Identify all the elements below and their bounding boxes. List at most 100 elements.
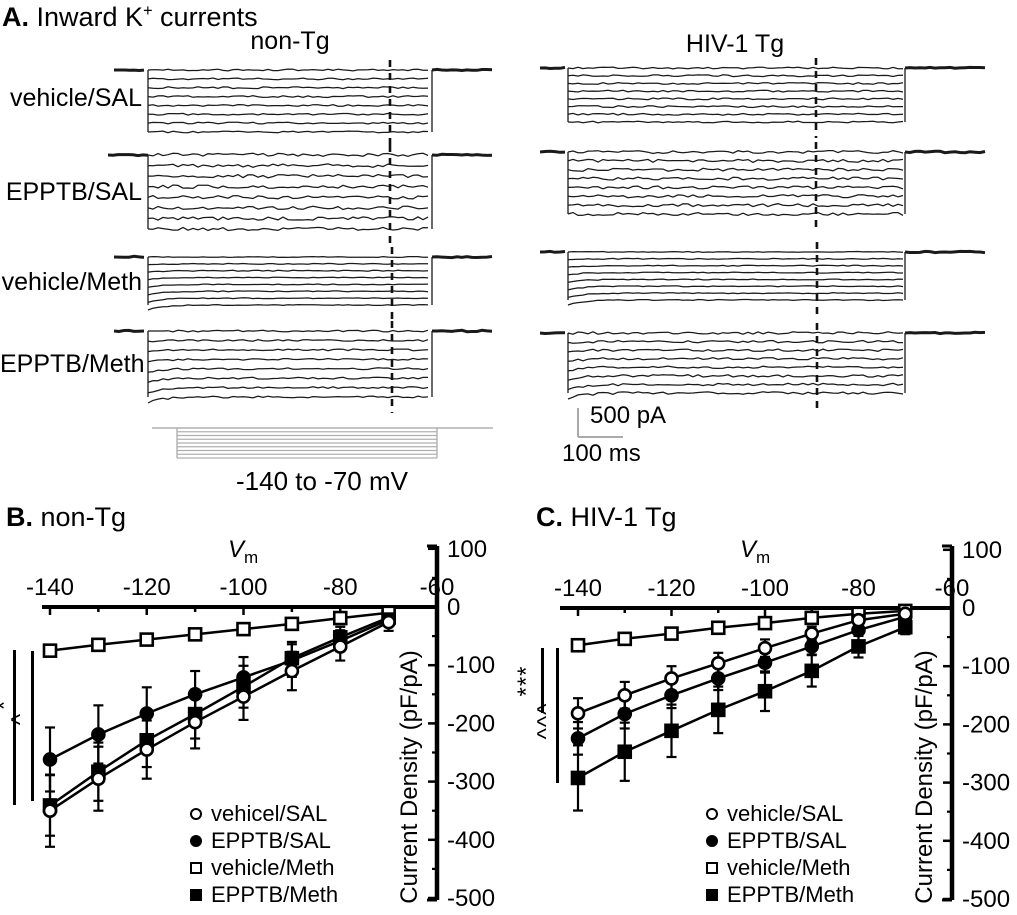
row-label-vehicle-sal: vehicle/SAL xyxy=(9,84,142,112)
data-point-marker xyxy=(710,655,726,671)
significance-symbol: *** xyxy=(513,665,540,697)
y-tick-label: -100 xyxy=(962,653,1010,680)
y-tick-label: 100 xyxy=(447,536,487,563)
data-point-marker xyxy=(332,639,348,654)
trace-row-1 xyxy=(107,145,493,245)
legend-label: EPPTB/SAL xyxy=(211,827,331,853)
data-point-marker xyxy=(570,731,586,746)
legend-item: vehicle/Meth xyxy=(190,854,338,881)
data-point-marker xyxy=(757,615,773,631)
x-tick-label: -140 xyxy=(554,575,602,602)
data-point-marker xyxy=(236,689,251,704)
significance-bar xyxy=(541,648,544,713)
filled-circle-marker-icon xyxy=(190,834,202,847)
data-point-marker xyxy=(570,770,586,786)
scale-bars xyxy=(577,408,623,438)
open-square-marker-icon xyxy=(190,861,202,874)
data-point-marker xyxy=(284,616,300,632)
data-point-marker xyxy=(664,626,679,641)
panel-b-y-axis-label: Current Density (pF/pA) xyxy=(396,650,423,904)
iv-plot-b: -140 -120 -100 -80 -601000-100-200-300-400-5… xyxy=(26,536,495,912)
trace-row-0 xyxy=(114,60,493,148)
y-tick-label: -300 xyxy=(962,770,1010,797)
column-header-hiv-tg: HIV-1 Tg xyxy=(685,30,785,58)
significance-bar xyxy=(556,648,559,783)
legend-item: vehicle/SAL xyxy=(706,800,854,827)
data-point-marker xyxy=(42,643,58,658)
data-point-marker xyxy=(570,706,586,721)
x-tick-label: -80 xyxy=(841,575,876,602)
significance-bar xyxy=(13,650,16,805)
data-point-marker xyxy=(381,614,396,630)
data-point-marker xyxy=(617,687,633,703)
open-circle-marker-icon xyxy=(190,807,202,820)
legend-item: vehicel/SAL xyxy=(190,800,338,827)
legend-label: vehicle/Meth xyxy=(211,854,335,880)
row-label-epptb-meth: EPPTB/Meth xyxy=(0,350,145,378)
filled-circle-marker-icon xyxy=(706,834,718,847)
data-point-marker xyxy=(804,610,820,626)
y-tick-label: 0 xyxy=(962,595,975,622)
legend-item: EPPTB/Meth xyxy=(190,881,338,908)
y-tick-label: -500 xyxy=(962,886,1010,913)
data-point-marker xyxy=(851,639,866,654)
y-tick-label: -200 xyxy=(962,711,1010,738)
legend-label: EPPTB/Meth xyxy=(211,881,339,907)
time-scalebar-label: 100 ms xyxy=(562,440,641,467)
voltage-protocol-label: -140 to -70 mV xyxy=(236,466,408,496)
panel-b-letter: B. xyxy=(6,502,33,532)
data-point-marker xyxy=(664,671,679,686)
data-point-marker xyxy=(139,742,155,757)
data-point-marker xyxy=(570,637,586,653)
panel-c-legend: vehicle/SAL EPPTB/SAL vehicle/Meth EPPTB/Me… xyxy=(706,800,854,908)
open-square-marker-icon xyxy=(706,861,718,874)
legend-label: EPPTB/Meth xyxy=(727,881,855,907)
y-tick-label: -400 xyxy=(447,827,495,854)
data-point-marker xyxy=(139,632,155,647)
x-tick-label: -120 xyxy=(123,574,171,601)
y-tick-label: 100 xyxy=(962,537,1002,564)
data-point-marker xyxy=(617,744,633,760)
data-point-marker xyxy=(236,621,251,637)
data-point-marker xyxy=(710,702,726,718)
panel-c-title: C. HIV-1 Tg xyxy=(536,502,677,532)
y-tick-label: 0 xyxy=(447,594,460,621)
y-tick-label: -300 xyxy=(447,769,495,796)
significance-symbol: ^ xyxy=(7,712,34,726)
data-point-marker xyxy=(757,655,773,671)
legend-item: EPPTB/Meth xyxy=(706,881,854,908)
data-point-marker xyxy=(804,663,820,679)
panel-b-legend: vehicel/SAL EPPTB/SAL vehicle/Meth EPPTB/Me… xyxy=(190,800,338,908)
y-tick-label: -100 xyxy=(447,652,495,679)
data-point-marker xyxy=(757,683,773,699)
panel-c-letter: C. xyxy=(536,502,563,532)
legend-item: vehicle/Meth xyxy=(706,854,854,881)
x-tick-label: -120 xyxy=(647,575,695,602)
open-circle-marker-icon xyxy=(706,807,718,820)
current-scalebar-label: 500 pA xyxy=(590,402,667,429)
panel-c-x-axis-label: Vm xyxy=(740,536,771,567)
panel-a-letter: A. xyxy=(2,2,29,32)
row-label-epptb-sal: EPPTB/SAL xyxy=(5,178,142,206)
data-point-marker xyxy=(139,706,155,721)
data-point-marker xyxy=(332,610,348,626)
y-tick-label: -200 xyxy=(447,710,495,737)
panel-b-title: B. non-Tg xyxy=(6,502,127,532)
trace-row-7 xyxy=(539,323,986,409)
panel-c-y-axis-label: Current Density (pF/pA) xyxy=(911,650,938,904)
legend-label: vehicel/SAL xyxy=(211,800,328,826)
iv-series-vehicle-meth xyxy=(42,605,396,658)
legend-item: EPPTB/SAL xyxy=(190,827,338,854)
data-point-marker xyxy=(757,640,773,656)
panel-b-x-axis-label: Vm xyxy=(228,536,259,567)
iv-series-vehicle-meth xyxy=(570,603,913,653)
data-point-marker xyxy=(897,606,913,622)
data-point-marker xyxy=(851,612,866,628)
trace-row-3 xyxy=(113,321,493,413)
data-point-marker xyxy=(710,620,726,636)
data-point-marker xyxy=(42,803,58,819)
panel-a-title: A. Inward K+ currents xyxy=(2,2,258,32)
data-point-marker xyxy=(617,631,633,647)
